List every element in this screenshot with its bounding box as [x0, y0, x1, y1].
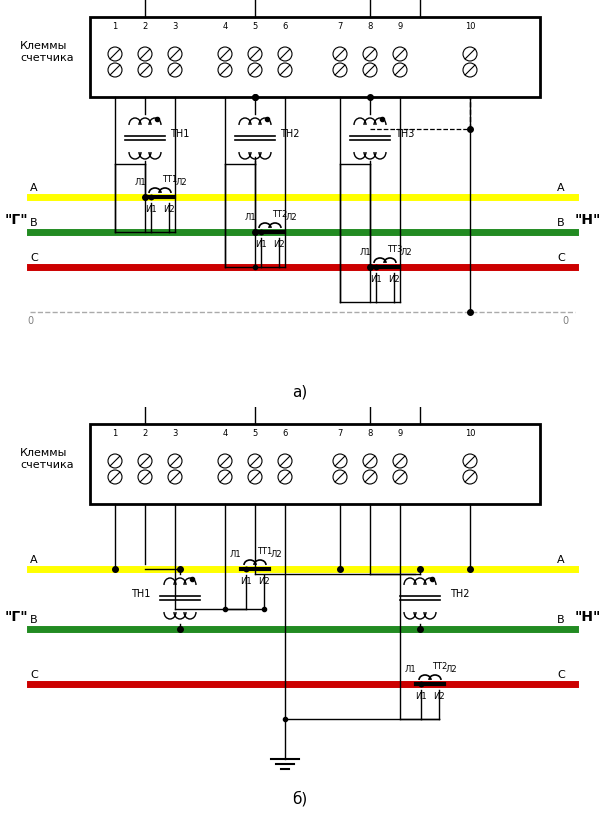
Text: C: C — [30, 253, 38, 263]
Text: 7: 7 — [337, 22, 343, 31]
Text: Л2: Л2 — [176, 178, 188, 187]
Text: C: C — [30, 670, 38, 680]
Text: 4: 4 — [223, 429, 227, 438]
Text: ТН3: ТН3 — [395, 129, 415, 139]
Text: B: B — [30, 218, 38, 228]
Text: ТН1: ТН1 — [131, 589, 150, 599]
Text: 6: 6 — [283, 429, 287, 438]
Text: ТТ1: ТТ1 — [257, 547, 272, 556]
Text: И1: И1 — [255, 240, 267, 249]
Text: Л2: Л2 — [271, 550, 283, 559]
Text: 9: 9 — [397, 22, 403, 31]
Text: И1: И1 — [240, 577, 252, 586]
Text: 10: 10 — [465, 22, 475, 31]
Text: Л1: Л1 — [244, 213, 256, 222]
Text: 4: 4 — [223, 22, 227, 31]
Text: ТН2: ТН2 — [450, 589, 470, 599]
Text: 2: 2 — [142, 22, 148, 31]
Text: 1: 1 — [112, 429, 118, 438]
Text: ТТ2: ТТ2 — [432, 662, 447, 671]
Text: И2: И2 — [388, 275, 400, 284]
Text: 0: 0 — [562, 316, 568, 326]
Text: B: B — [30, 615, 38, 625]
Text: A: A — [30, 183, 38, 193]
Text: 8: 8 — [367, 22, 373, 31]
Text: И2: И2 — [258, 577, 270, 586]
Text: ТТ1: ТТ1 — [162, 175, 177, 184]
Text: Л1: Л1 — [359, 248, 371, 257]
Text: 10: 10 — [465, 429, 475, 438]
Text: 5: 5 — [253, 22, 257, 31]
Text: 0: 0 — [27, 316, 33, 326]
Text: И2: И2 — [273, 240, 285, 249]
Text: C: C — [557, 670, 565, 680]
Text: "Н": "Н" — [575, 610, 600, 624]
Text: ТТ2: ТТ2 — [272, 210, 287, 219]
Text: A: A — [557, 183, 565, 193]
Text: C: C — [557, 253, 565, 263]
Text: Клеммы
счетчика: Клеммы счетчика — [20, 449, 74, 470]
Bar — [90, 17, 540, 97]
Text: 7: 7 — [337, 429, 343, 438]
Text: "Г": "Г" — [5, 213, 29, 227]
Text: "Н": "Н" — [575, 213, 600, 227]
Text: Л1: Л1 — [404, 665, 416, 674]
Bar — [90, 424, 540, 504]
Text: 6: 6 — [283, 22, 287, 31]
Text: И2: И2 — [163, 205, 175, 214]
Text: 1: 1 — [112, 22, 118, 31]
Text: A: A — [30, 555, 38, 565]
Text: 5: 5 — [253, 429, 257, 438]
Text: ТН2: ТН2 — [280, 129, 299, 139]
Text: а): а) — [292, 384, 308, 400]
Text: B: B — [557, 218, 565, 228]
Text: И1: И1 — [145, 205, 157, 214]
Text: 9: 9 — [397, 429, 403, 438]
Text: ТТ3: ТТ3 — [387, 245, 403, 254]
Text: б): б) — [292, 791, 308, 807]
Text: И2: И2 — [433, 692, 445, 701]
Text: 2: 2 — [142, 429, 148, 438]
Text: B: B — [557, 615, 565, 625]
Text: 3: 3 — [172, 22, 178, 31]
Text: И1: И1 — [370, 275, 382, 284]
Text: 3: 3 — [172, 429, 178, 438]
Text: И1: И1 — [415, 692, 427, 701]
Text: Л2: Л2 — [401, 248, 413, 257]
Text: ТН1: ТН1 — [170, 129, 190, 139]
Text: 8: 8 — [367, 429, 373, 438]
Text: Л1: Л1 — [229, 550, 241, 559]
Text: Л2: Л2 — [446, 665, 458, 674]
Text: Л2: Л2 — [286, 213, 298, 222]
Text: A: A — [557, 555, 565, 565]
Text: Л1: Л1 — [134, 178, 146, 187]
Text: Клеммы
счетчика: Клеммы счетчика — [20, 42, 74, 63]
Text: "Г": "Г" — [5, 610, 29, 624]
